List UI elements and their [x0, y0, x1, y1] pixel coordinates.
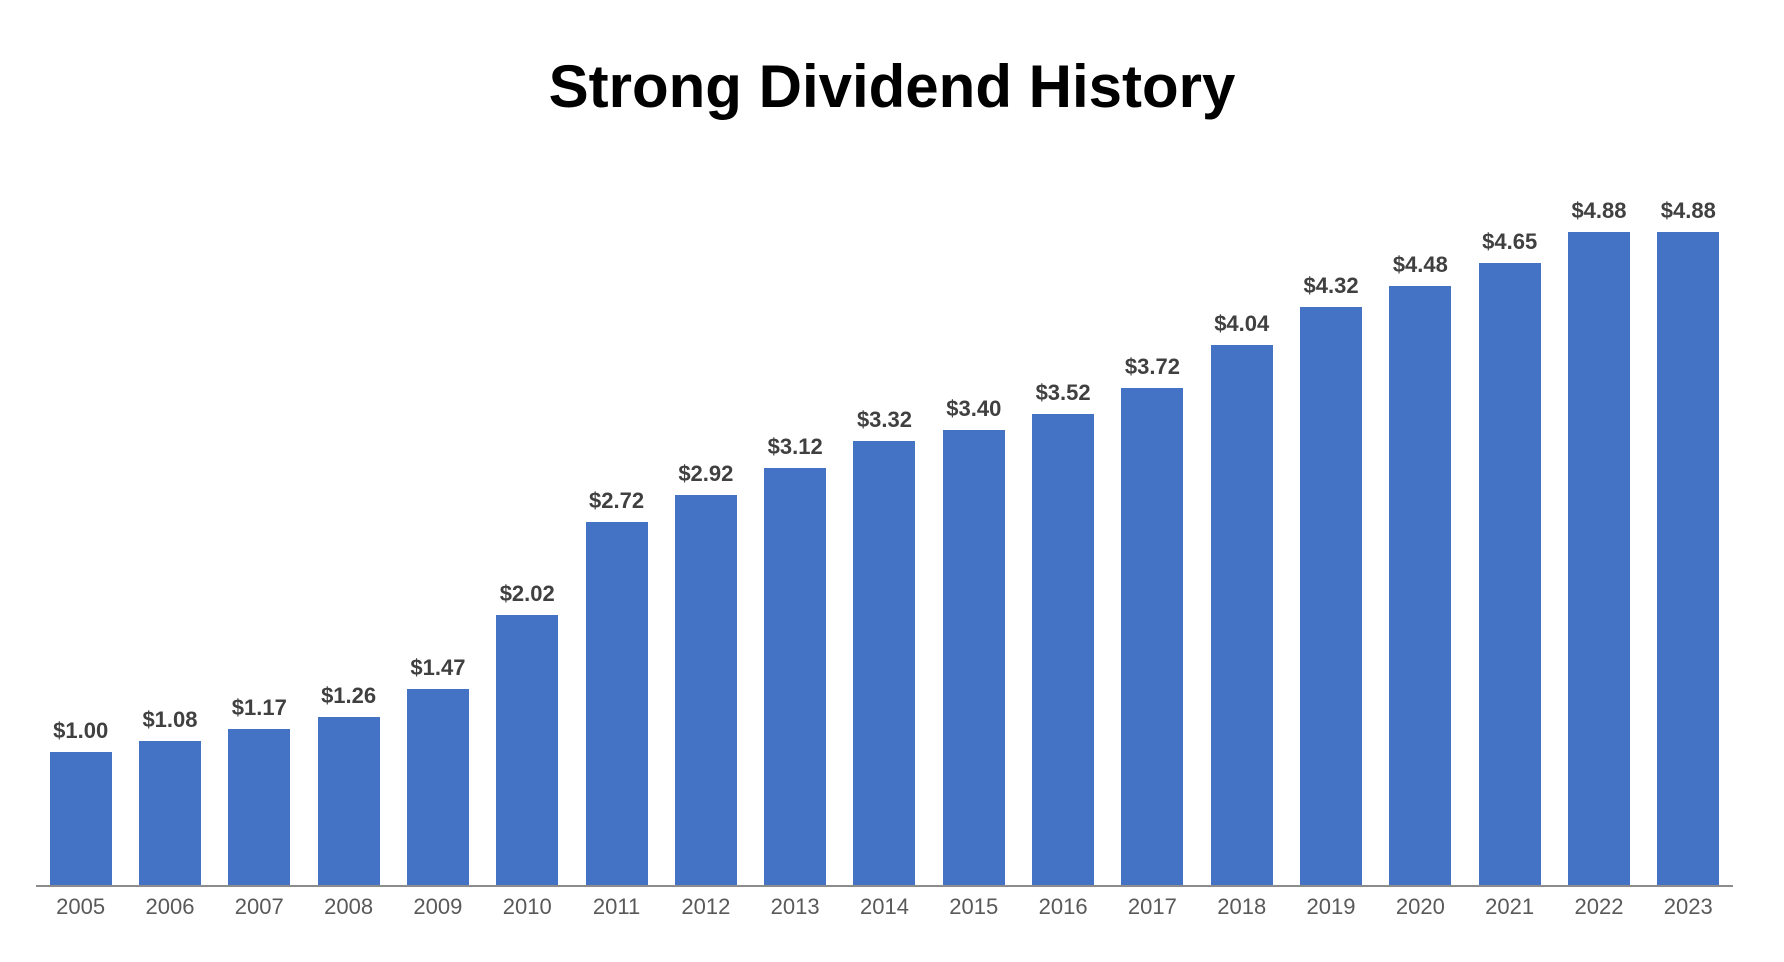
bar-2005: [49, 752, 112, 886]
bar-2012: [674, 495, 737, 886]
bar-value-label: $3.32: [856, 407, 912, 432]
bar-2009: [406, 689, 469, 886]
x-axis-tick-label: 2011: [592, 894, 641, 919]
x-axis-tick-label: 2017: [1127, 894, 1177, 919]
bar-value-label: $4.32: [1303, 273, 1359, 298]
bar-value-label: $3.72: [1124, 354, 1180, 379]
x-axis-tick-label: 2012: [681, 894, 731, 919]
x-axis-tick-label: 2019: [1306, 894, 1356, 919]
bar-slot: $1.17: [215, 146, 304, 886]
bar-2023: [1657, 232, 1720, 886]
bar-value-label: $2.92: [678, 461, 734, 486]
x-axis-tick-label: 2018: [1217, 894, 1267, 919]
bar-2008: [317, 717, 380, 886]
x-axis-tick-label: 2014: [859, 894, 909, 919]
bar-slot: $4.32: [1286, 146, 1375, 886]
x-axis-line: [36, 885, 1733, 887]
bar-slot: $1.26: [304, 146, 393, 886]
bar-value-label: $1.26: [321, 683, 377, 708]
bar-value-label: $3.12: [767, 434, 823, 459]
bar-value-label: $3.40: [946, 396, 1002, 421]
bar-value-label: $4.48: [1392, 252, 1448, 277]
bar-slot: $4.48: [1376, 146, 1465, 886]
bar-value-label: $4.65: [1482, 229, 1538, 254]
bar-slot: $3.72: [1108, 146, 1197, 886]
bar-2022: [1567, 232, 1630, 886]
bar-2018: [1210, 345, 1273, 886]
bar-2014: [853, 441, 916, 886]
bar-2007: [228, 729, 291, 886]
bar-2017: [1121, 388, 1184, 886]
bar-2006: [138, 741, 201, 886]
x-axis-tick-label: 2009: [413, 894, 463, 919]
bar-2019: [1300, 307, 1363, 886]
bar-2011: [585, 522, 648, 886]
x-axis-tick-label: 2016: [1038, 894, 1088, 919]
bar-2021: [1478, 263, 1541, 886]
x-axis-tick-label: 2023: [1663, 894, 1713, 919]
x-axis-tick-label: 2007: [234, 894, 284, 919]
bar-slot: $3.12: [751, 146, 840, 886]
bar-slot: $2.02: [483, 146, 572, 886]
chart-title: Strong Dividend History: [548, 53, 1236, 120]
plot-area: $1.00 $1.08 $1.17 $1.26 $1.47 $2.02 $2.72 $2.92…: [36, 146, 1733, 886]
bar-slot: $2.92: [661, 146, 750, 886]
bar-slot: $4.88: [1644, 146, 1733, 886]
x-axis-tick-label: 2005: [56, 894, 106, 919]
x-axis-tick-label: 2006: [145, 894, 195, 919]
bar-value-label: $1.47: [410, 655, 466, 680]
bar-value-label: $1.08: [142, 707, 198, 732]
x-axis-tick-label: 2022: [1574, 894, 1624, 919]
bar-slot: $3.32: [840, 146, 929, 886]
bar-value-label: $2.02: [499, 581, 555, 606]
bar-slot: $4.88: [1554, 146, 1643, 886]
bar-value-label: $3.52: [1035, 380, 1091, 405]
bar-value-label: $4.04: [1214, 311, 1270, 336]
bar-slot: $2.72: [572, 146, 661, 886]
bar-value-label: $2.72: [589, 488, 645, 513]
x-axis-tick-label: 2020: [1395, 894, 1445, 919]
x-axis-tick-label: 2021: [1485, 894, 1535, 919]
bar-2015: [942, 430, 1005, 886]
bar-slot: $4.65: [1465, 146, 1554, 886]
bar-2013: [764, 468, 827, 886]
bar-value-label: $1.00: [53, 718, 109, 743]
bar-slot: $1.08: [125, 146, 214, 886]
x-axis-tick-label: 2008: [324, 894, 374, 919]
bar-2010: [496, 615, 559, 886]
x-axis-tick-label: 2013: [770, 894, 820, 919]
bar-slot: $1.00: [36, 146, 125, 886]
bar-slot: $3.40: [929, 146, 1018, 886]
bar-2020: [1389, 286, 1452, 886]
bar-slot: $4.04: [1197, 146, 1286, 886]
bar-value-label: $4.88: [1660, 198, 1716, 223]
bar-value-label: $1.17: [231, 695, 287, 720]
x-axis-tick-labels: 2005 2006 2007 2008 2009 2010 2011 2012 2013 2014…: [36, 894, 1733, 920]
bar-value-label: $4.88: [1571, 198, 1627, 223]
bar-2016: [1032, 414, 1095, 886]
x-axis-tick-label: 2010: [502, 894, 552, 919]
bar-slot: $1.47: [393, 146, 482, 886]
bar-slot: $3.52: [1018, 146, 1107, 886]
x-axis-tick-label: 2015: [949, 894, 999, 919]
